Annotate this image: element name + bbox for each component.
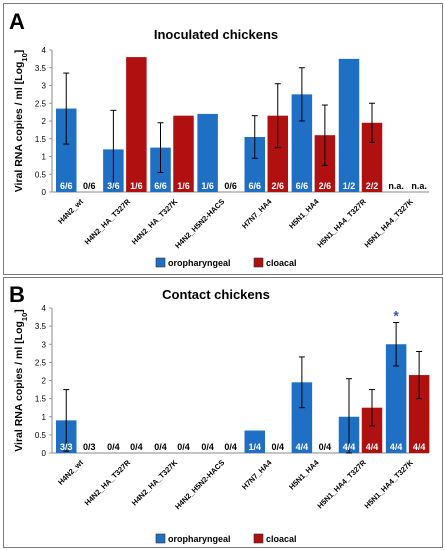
c0-ratio-label: 6/6 [296,181,309,191]
c0-ratio-label: 3/6 [107,181,120,191]
c0-ratio-label: n.a. [388,181,404,191]
chart-contact: B Contact chickens Viral RNA copies / ml [… [9,282,430,544]
c0-ratio-label: 6/6 [60,181,73,191]
c1-ratio-label: 4/4 [343,442,356,452]
c0-y-tick-label: 3 [42,82,47,91]
c0-y-tick-label: 1.5 [35,135,47,144]
c0-ratio-label: 2/2 [366,181,379,191]
c0-bar-cloacal [173,115,194,192]
c0-y-tick-label: 2 [42,117,47,126]
c0-bar-oropharyngeal [291,94,313,192]
c1-y-tick-label: 2 [42,377,47,386]
c1-ratio-label: 4/4 [366,442,379,452]
y-axis-label: Viral RNA copies / ml [Log10] [13,309,29,452]
c1-category-label: H5N1_HA4 [287,457,321,491]
c1-bar-oropharyngeal [244,430,265,453]
panel-letter: B [9,282,25,307]
c1-ratio-label: 0/4 [271,442,284,452]
c1-category-label: H4N2_HA_T327K [130,458,180,508]
c1-ratio-label: 4/4 [390,442,403,452]
c0-bar-cloacal [361,122,383,192]
c1-ratio-label: 0/4 [130,442,143,452]
c1-category-label: H4N2_HA_T327R [83,458,133,508]
c1-category-label: H7N7_HA4 [240,457,274,491]
c1-y-tick-label: 4 [42,304,47,313]
c0-category-label: H4N2_wt [56,197,85,226]
c1-ratio-label: 0/4 [154,442,167,452]
c0-ratio-label: 1/6 [177,181,190,191]
c1-ratio-label: 3/3 [60,442,73,452]
c0-y-tick-label: 4 [42,46,47,55]
c0-ratio-label: 0/6 [224,181,237,191]
c1-bar-oropharyngeal [385,344,407,453]
c0-category-label: H4N2_H5N2-HACS [173,197,226,250]
panel-contact: B Contact chickens Viral RNA copies / ml [… [3,277,443,548]
c1-legend-label: cloacal [266,534,297,544]
chart-inoculated: A Inoculated chickens Viral RNA copies / m… [9,9,429,268]
c0-ratio-label: 1/2 [343,181,356,191]
c1-bar-cloacal [361,407,383,453]
c1-legend-label: oropharyngeal [168,534,231,544]
c1-ratio-label: 0/4 [177,442,190,452]
c0-ratio-label: 0/6 [83,181,96,191]
c1-bar-cloacal [408,375,430,453]
c0-legend-swatch [155,257,166,268]
c1-category-label: H5N1_HA4_T327R [315,458,368,511]
panel-letter: A [9,9,25,34]
y-axis-label: Viral RNA copies / ml [Log10] [13,50,29,193]
c0-category-label: H4N2_HA_T327R [83,197,133,247]
c0-ratio-label: 2/6 [319,181,332,191]
c0-y-tick-label: 3.5 [35,64,47,73]
c0-bar-oropharyngeal [197,113,218,192]
c1-bar-oropharyngeal [291,382,313,453]
c0-y-tick-label: 2.5 [35,99,47,108]
c0-ratio-label: n.a. [411,181,427,191]
c1-ratio-label: 4/4 [413,442,426,452]
c0-legend-label: oropharyngeal [168,258,231,268]
c0-ratio-label: 6/6 [248,181,261,191]
c1-legend-swatch [155,533,166,544]
c0-y-tick-label: 0 [42,188,47,197]
c0-ratio-label: 2/6 [271,181,284,191]
c0-category-label: H7N7_HA4 [240,196,274,230]
c1-category-label: H4N2_wt [56,458,85,487]
c0-ratio-label: 1/6 [201,181,214,191]
c1-category-label: H4N2_H5N2-HACS [173,458,226,511]
c1-y-tick-label: 3.5 [35,322,47,331]
c1-ratio-label: 1/4 [248,442,261,452]
c0-bar-cloacal [267,115,288,192]
c0-category-label: H5N1_HA4_T327K [362,197,415,250]
c1-ratio-label: 4/4 [296,442,309,452]
c1-y-tick-label: 3 [42,340,47,349]
chart-title: Inoculated chickens [154,27,278,42]
c0-bar-oropharyngeal [338,58,360,192]
c1-ratio-label: 0/4 [201,442,214,452]
c1-legend-swatch [253,533,264,544]
c0-category-label: H5N1_HA4 [287,196,321,230]
c1-y-tick-label: 2.5 [35,358,47,367]
c0-ratio-label: 6/6 [154,181,167,191]
c0-y-tick-label: 0.5 [35,170,47,179]
c1-ratio-label: 0/4 [319,442,332,452]
c0-bar-cloacal [126,57,147,192]
chart-title: Contact chickens [162,287,270,302]
c1-ratio-label: 0/4 [224,442,237,452]
c1-y-tick-label: 1.5 [35,395,47,404]
c1-y-tick-label: 0.5 [35,431,47,440]
c0-bar-oropharyngeal [56,108,77,192]
c0-category-label: H4N2_HA_T327K [130,197,180,247]
c1-ratio-label: 0/3 [83,442,96,452]
c0-y-tick-label: 1 [42,153,47,162]
c0-bar-oropharyngeal [244,136,265,192]
c0-ratio-label: 1/6 [130,181,143,191]
panel-inoculated: A Inoculated chickens Viral RNA copies / m… [3,3,443,275]
c0-category-label: H5N1_HA4_T327R [315,197,368,250]
c1-y-tick-label: 1 [42,413,47,422]
c0-legend-swatch [253,257,264,268]
c1-significance-marker: * [393,308,399,324]
c0-legend-label: cloacal [266,258,297,268]
c1-y-tick-label: 0 [42,449,47,458]
c1-ratio-label: 0/4 [107,442,120,452]
c1-category-label: H5N1_HA4_T327K [362,458,415,511]
